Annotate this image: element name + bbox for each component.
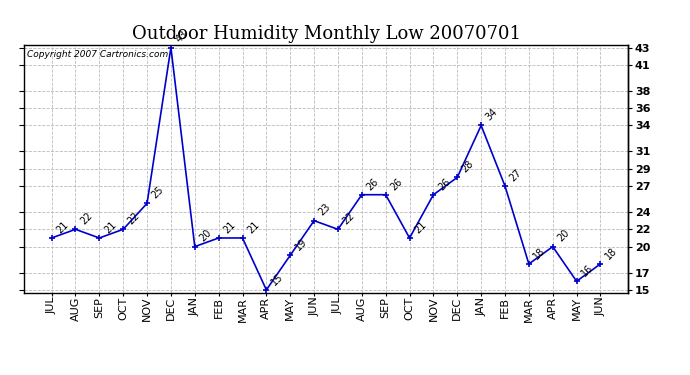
Text: 22: 22 <box>341 211 357 226</box>
Text: 26: 26 <box>388 176 404 192</box>
Text: 21: 21 <box>245 219 261 235</box>
Text: 34: 34 <box>484 107 500 123</box>
Text: 16: 16 <box>580 263 595 279</box>
Text: 22: 22 <box>126 211 142 226</box>
Text: 23: 23 <box>317 202 333 218</box>
Text: 26: 26 <box>364 176 380 192</box>
Text: 20: 20 <box>197 228 213 244</box>
Text: 21: 21 <box>55 219 70 235</box>
Text: 43: 43 <box>174 29 190 45</box>
Text: Copyright 2007 Cartronics.com: Copyright 2007 Cartronics.com <box>27 50 168 59</box>
Text: 18: 18 <box>531 245 547 261</box>
Text: 27: 27 <box>508 167 524 183</box>
Text: 25: 25 <box>150 184 166 201</box>
Text: 19: 19 <box>293 237 308 252</box>
Text: 21: 21 <box>413 219 428 235</box>
Title: Outdoor Humidity Monthly Low 20070701: Outdoor Humidity Monthly Low 20070701 <box>132 26 520 44</box>
Text: 20: 20 <box>555 228 571 244</box>
Text: 21: 21 <box>102 219 118 235</box>
Text: 22: 22 <box>78 211 94 226</box>
Text: 28: 28 <box>460 159 476 175</box>
Text: 26: 26 <box>436 176 452 192</box>
Text: 18: 18 <box>603 245 619 261</box>
Text: 21: 21 <box>221 219 237 235</box>
Text: 15: 15 <box>269 271 285 287</box>
